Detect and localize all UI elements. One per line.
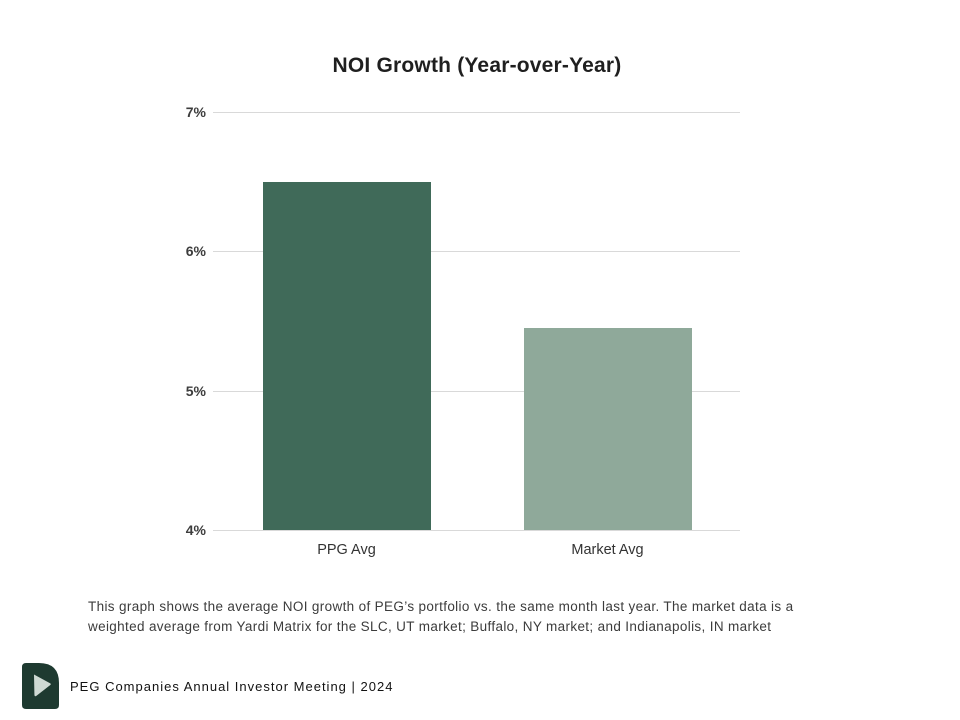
y-axis-tick-label: 7% bbox=[185, 104, 206, 120]
y-axis-tick-label: 5% bbox=[185, 382, 206, 399]
y-axis-tick-label: 4% bbox=[185, 522, 206, 538]
slide-footer: PEG Companies Annual Investor Meeting | … bbox=[22, 663, 393, 709]
gridline bbox=[213, 251, 740, 253]
peg-logo-icon bbox=[22, 663, 59, 709]
footer-title: PEG Companies Annual Investor Meeting | … bbox=[70, 678, 394, 694]
chart-caption-line1: This graph shows the average NOI growth … bbox=[88, 599, 794, 614]
x-axis-category-label: Market Avg bbox=[571, 542, 644, 558]
chart-caption-line2: weighted average from Yardi Matrix for t… bbox=[88, 619, 772, 634]
bar-market-avg bbox=[523, 327, 692, 530]
y-axis-tick-label: 6% bbox=[185, 243, 206, 260]
chart-title: NOI Growth (Year-over-Year) bbox=[332, 54, 622, 77]
plot-area: 7% 6% 5% 4% PPG Avg Market Avg bbox=[186, 104, 740, 558]
bar-ppg-avg bbox=[262, 181, 431, 530]
gridline bbox=[213, 112, 740, 113]
gridline bbox=[213, 390, 740, 392]
x-axis-category-label: PPG Avg bbox=[317, 542, 376, 558]
gridline bbox=[213, 530, 740, 531]
chart-caption: This graph shows the average NOI growth … bbox=[88, 597, 888, 637]
